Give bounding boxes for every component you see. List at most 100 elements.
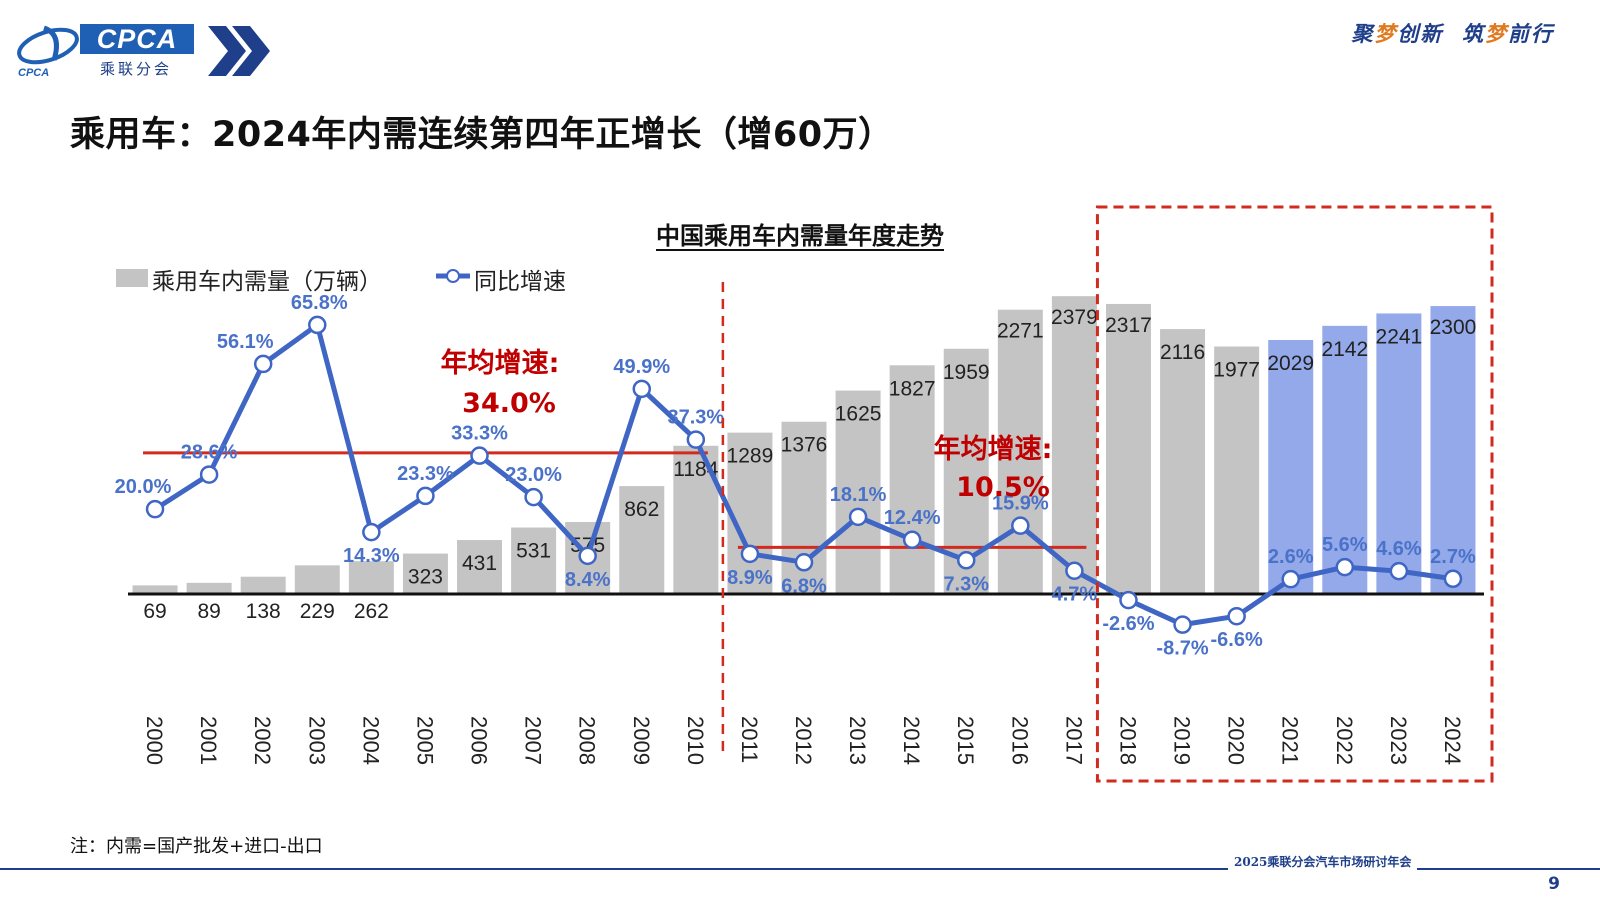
cpca-logo[interactable]: CPCA CPCA 乘联分会 xyxy=(14,20,270,82)
bar-label-2016: 2271 xyxy=(997,320,1044,343)
growth-label-2022: 5.6% xyxy=(1322,534,1368,556)
footer-divider xyxy=(0,868,1600,870)
x-tick-2010: 2010 xyxy=(683,716,708,765)
bar-label-2019: 2116 xyxy=(1160,341,1205,364)
growth-point-2001 xyxy=(199,465,219,484)
legend-label-growth: 同比增速 xyxy=(474,269,566,295)
bar-2011 xyxy=(727,432,773,594)
page-title: 乘用车：2024年内需连续第四年正增长（增60万） xyxy=(70,115,894,155)
chart-title-text: 中国乘用车内需量年度走势 xyxy=(656,222,944,250)
bar-label-2022: 2142 xyxy=(1321,338,1368,361)
x-tick-2005: 2005 xyxy=(412,716,437,765)
page-number: 9 xyxy=(1548,874,1560,894)
legend-line-swatch xyxy=(436,269,470,283)
avg-annotation-value-2: 10.5% xyxy=(956,472,1050,503)
bar-2018 xyxy=(1105,303,1151,594)
x-tick-2003: 2003 xyxy=(304,716,329,765)
bar-2020 xyxy=(1214,346,1260,594)
growth-point-2015 xyxy=(956,551,976,570)
x-tick-2016: 2016 xyxy=(1007,716,1032,765)
x-tick-2024: 2024 xyxy=(1440,716,1465,765)
growth-label-2021: 2.6% xyxy=(1268,546,1314,568)
bar-2002 xyxy=(240,576,286,594)
growth-point-2002 xyxy=(253,354,273,374)
bar-label-2011: 1289 xyxy=(727,445,774,468)
growth-label-2011: 8.9% xyxy=(727,567,773,589)
bar-2009 xyxy=(619,486,665,594)
growth-point-2013 xyxy=(848,507,868,527)
slogan: 聚梦创新 筑梦前行 xyxy=(1351,21,1554,46)
growth-point-2006 xyxy=(470,446,489,465)
x-tick-2007: 2007 xyxy=(521,716,546,765)
bar-2023 xyxy=(1376,313,1422,594)
chevron-right-icon xyxy=(208,26,270,76)
bar-2001 xyxy=(186,582,232,594)
bar-label-2015: 1959 xyxy=(943,361,990,384)
x-tick-2015: 2015 xyxy=(953,716,978,765)
growth-label-2012: 6.8% xyxy=(781,575,827,597)
growth-point-2011 xyxy=(740,544,760,564)
bar-2000 xyxy=(132,585,178,594)
growth-label-2006: 33.3% xyxy=(451,423,508,445)
header: CPCA CPCA 乘联分会 聚梦创新 筑梦前行 xyxy=(0,0,1600,92)
bar-2014 xyxy=(889,365,935,594)
bar-label-2001: 89 xyxy=(197,600,220,623)
growth-label-2009: 49.9% xyxy=(613,356,670,378)
highlight-box xyxy=(1095,205,1494,783)
bar-label-2000: 69 xyxy=(143,600,166,623)
bar-label-2018: 2317 xyxy=(1105,314,1152,337)
bar-label-2020: 1977 xyxy=(1213,359,1260,382)
logo-small-text: CPCA xyxy=(18,67,49,79)
x-tick-2009: 2009 xyxy=(629,716,654,765)
x-tick-2011: 2011 xyxy=(737,716,762,763)
growth-label-2017: 4.7% xyxy=(1052,584,1098,606)
logo-cn-text: 乘联分会 xyxy=(100,60,173,78)
x-tick-2012: 2012 xyxy=(791,716,816,765)
bar-2021 xyxy=(1268,339,1314,594)
growth-point-2018 xyxy=(1119,590,1138,610)
bar-label-2003: 229 xyxy=(300,600,335,623)
x-tick-2001: 2001 xyxy=(196,716,221,765)
growth-point-2023 xyxy=(1389,561,1409,581)
bar-2007 xyxy=(511,527,557,594)
x-tick-2020: 2020 xyxy=(1224,716,1249,765)
growth-point-2005 xyxy=(416,486,435,506)
x-tick-2002: 2002 xyxy=(250,716,275,765)
x-tick-2019: 2019 xyxy=(1170,716,1195,765)
bar-label-2007: 531 xyxy=(516,540,551,563)
footnote: 注：内需=国产批发+进口-出口 xyxy=(70,836,323,857)
growth-point-2022 xyxy=(1335,557,1355,577)
growth-label-2015: 7.3% xyxy=(943,573,989,595)
growth-label-2019: -8.7% xyxy=(1156,638,1208,660)
growth-point-2008 xyxy=(578,546,597,566)
legend-bar-swatch xyxy=(116,269,148,287)
growth-label-2020: -6.6% xyxy=(1211,629,1263,651)
bar-label-2005: 323 xyxy=(408,566,443,589)
x-tick-2022: 2022 xyxy=(1332,716,1357,765)
bar-2004 xyxy=(348,561,394,594)
bar-label-2008: 575 xyxy=(570,534,605,557)
growth-point-2017 xyxy=(1065,561,1084,580)
growth-point-2012 xyxy=(794,553,814,572)
growth-point-2009 xyxy=(632,379,652,399)
x-tick-2023: 2023 xyxy=(1386,716,1411,765)
avg-annotation-label-2: 年均增速: xyxy=(934,433,1053,465)
x-tick-2017: 2017 xyxy=(1061,716,1086,765)
bar-label-2023: 2241 xyxy=(1376,325,1423,348)
growth-point-2014 xyxy=(902,530,922,550)
x-tick-2006: 2006 xyxy=(467,716,492,765)
bar-2019 xyxy=(1160,329,1206,594)
x-tick-2008: 2008 xyxy=(575,716,600,765)
bar-2013 xyxy=(835,390,881,594)
growth-label-2002: 56.1% xyxy=(217,331,274,353)
avg-annotation-value-1: 34.0% xyxy=(462,388,556,419)
bar-2017 xyxy=(1051,296,1097,594)
bar-label-2013: 1625 xyxy=(835,403,882,426)
growth-point-2020 xyxy=(1227,606,1246,626)
bar-2024 xyxy=(1430,306,1476,594)
bar-label-2012: 1376 xyxy=(781,434,828,457)
bar-label-2006: 431 xyxy=(462,552,497,575)
growth-label-2008: 8.4% xyxy=(565,569,611,591)
growth-point-2024 xyxy=(1443,569,1463,589)
